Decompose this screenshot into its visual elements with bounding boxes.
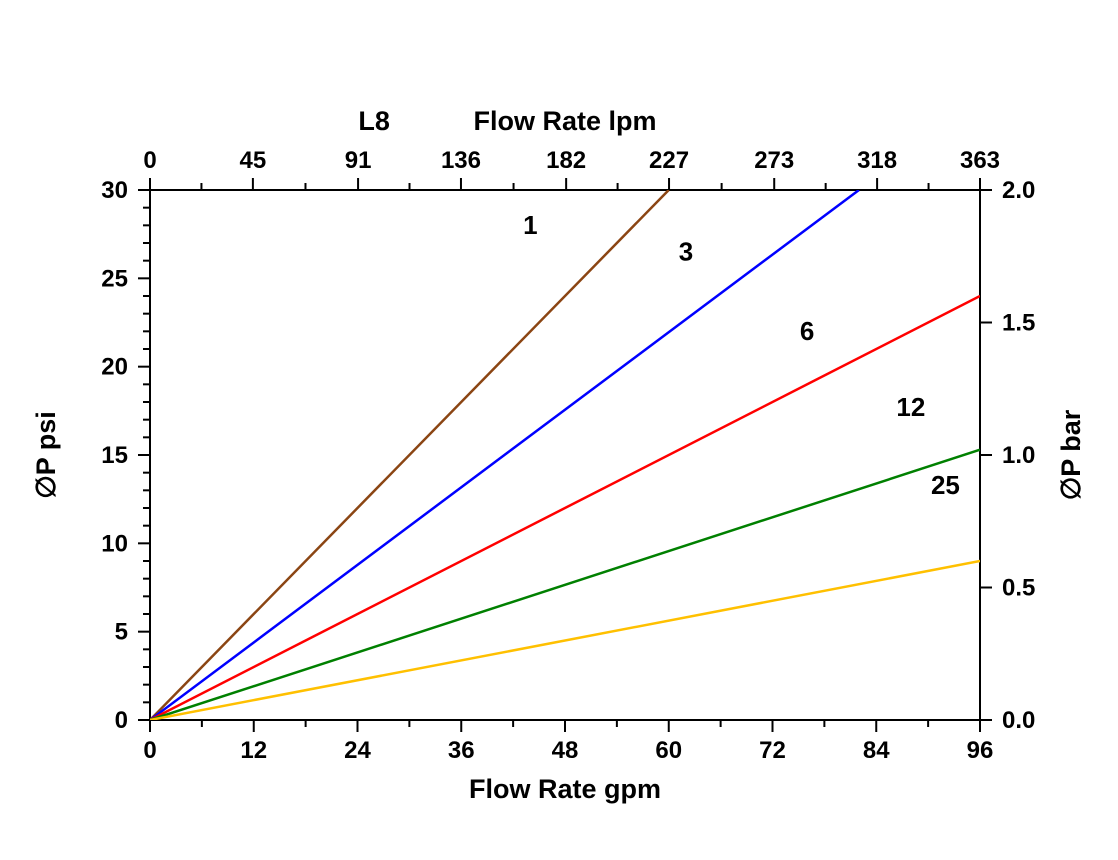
series-label-3: 3 bbox=[679, 237, 693, 267]
series-label-6: 6 bbox=[800, 316, 814, 346]
chart-title-prefix: L8 bbox=[358, 106, 390, 136]
x-bottom-tick-label: 60 bbox=[655, 737, 682, 764]
x-top-title: Flow Rate lpm bbox=[473, 106, 656, 136]
y-left-tick-label: 15 bbox=[101, 442, 128, 469]
x-bottom-tick-label: 96 bbox=[967, 737, 994, 764]
x-bottom-tick-label: 84 bbox=[863, 737, 890, 764]
series-label-12: 12 bbox=[896, 392, 925, 422]
pressure-drop-chart: 0122436486072849604591136182227273318363… bbox=[0, 0, 1118, 860]
series-label-25: 25 bbox=[931, 470, 960, 500]
series-label-1: 1 bbox=[523, 210, 537, 240]
y-right-tick-label: 1.0 bbox=[1002, 442, 1035, 469]
y-left-tick-label: 30 bbox=[101, 177, 128, 204]
x-top-tick-label: 273 bbox=[754, 147, 794, 174]
x-top-tick-label: 0 bbox=[143, 147, 156, 174]
x-bottom-tick-label: 12 bbox=[240, 737, 267, 764]
x-bottom-tick-label: 72 bbox=[759, 737, 786, 764]
y-left-tick-label: 25 bbox=[101, 265, 128, 292]
x-bottom-tick-label: 0 bbox=[143, 737, 156, 764]
x-bottom-tick-label: 36 bbox=[448, 737, 475, 764]
x-top-tick-label: 136 bbox=[441, 147, 481, 174]
x-top-tick-label: 91 bbox=[345, 147, 372, 174]
y-left-title: ∅P psi bbox=[31, 411, 61, 499]
x-bottom-title: Flow Rate gpm bbox=[469, 774, 661, 804]
x-top-tick-label: 318 bbox=[857, 147, 897, 174]
y-right-tick-label: 1.5 bbox=[1002, 310, 1035, 337]
x-bottom-tick-label: 48 bbox=[552, 737, 579, 764]
y-right-tick-label: 2.0 bbox=[1002, 177, 1035, 204]
x-top-tick-label: 363 bbox=[960, 147, 1000, 174]
y-left-tick-label: 20 bbox=[101, 354, 128, 381]
y-left-tick-label: 0 bbox=[115, 707, 128, 734]
y-right-title: ∅P bar bbox=[1056, 409, 1086, 500]
x-bottom-tick-label: 24 bbox=[344, 737, 371, 764]
y-left-tick-label: 5 bbox=[115, 619, 128, 646]
x-top-tick-label: 227 bbox=[649, 147, 689, 174]
y-right-tick-label: 0.5 bbox=[1002, 575, 1035, 602]
y-right-tick-label: 0.0 bbox=[1002, 707, 1035, 734]
x-top-tick-label: 182 bbox=[546, 147, 586, 174]
x-top-tick-label: 45 bbox=[240, 147, 267, 174]
y-left-tick-label: 10 bbox=[101, 530, 128, 557]
chart-svg: 0122436486072849604591136182227273318363… bbox=[0, 0, 1118, 860]
